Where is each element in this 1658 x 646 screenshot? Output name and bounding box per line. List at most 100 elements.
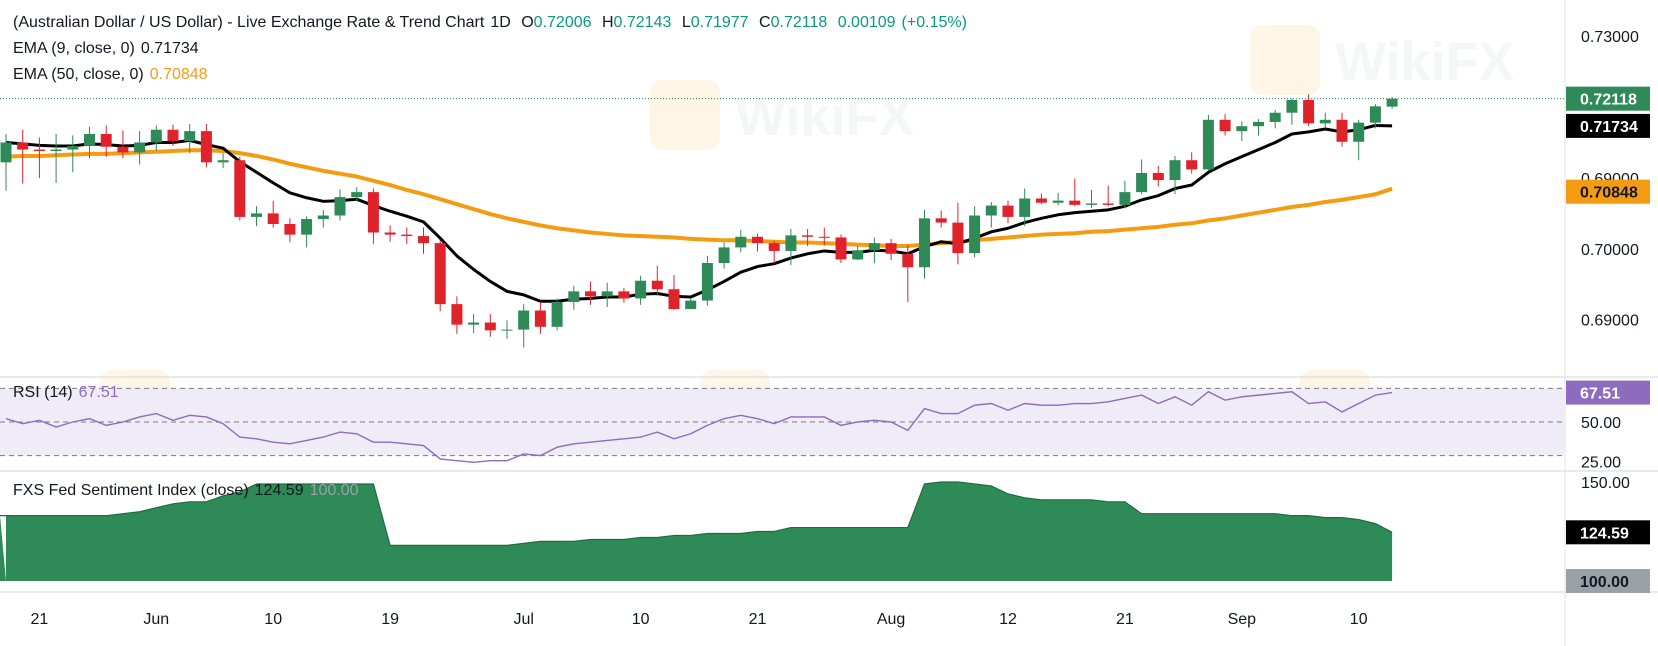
candle-body	[1052, 200, 1064, 203]
candle-body	[17, 142, 29, 150]
candle-body	[284, 224, 296, 235]
candle-body	[301, 219, 313, 235]
rsi-legend-value: 67.51	[78, 384, 119, 401]
candle-body	[251, 213, 262, 217]
fed-sentiment-line	[0, 481, 1393, 546]
candle-body	[818, 236, 830, 238]
candle-body	[84, 133, 95, 147]
rsi-legend: RSI (14) 67.51	[13, 384, 125, 402]
candle-body	[33, 149, 45, 151]
candle-body	[501, 329, 513, 331]
rsi-tick-label: 50.00	[1581, 415, 1621, 432]
low-label: L	[681, 14, 691, 31]
candle-body	[1319, 119, 1331, 124]
candle-body	[384, 232, 396, 235]
candle-body	[835, 237, 847, 260]
time-tick-label: Jul	[513, 611, 533, 628]
candle-body	[100, 133, 112, 147]
candle-body	[1102, 203, 1114, 205]
candle-body	[334, 197, 346, 216]
candle-body	[635, 280, 647, 299]
candle-body	[484, 322, 496, 331]
fed-value-badge-text: 124.59	[1580, 525, 1629, 542]
candle-body	[868, 243, 880, 251]
candle-body	[67, 146, 79, 150]
candle-body	[351, 192, 363, 198]
candle-body	[1169, 160, 1181, 181]
candle-body	[1186, 160, 1198, 170]
candle-body	[468, 322, 480, 325]
candle-body	[0, 142, 12, 163]
candle-body	[451, 304, 463, 325]
open-value: 0.72006	[533, 14, 592, 31]
candle-body	[718, 247, 730, 263]
candle-body	[200, 131, 212, 163]
candle-body	[735, 236, 747, 248]
close-label: C	[759, 14, 771, 31]
candle-body	[618, 291, 630, 299]
fed-legend: FXS Fed Sentiment Index (close) 124.59 100…	[13, 482, 365, 500]
candle-body	[902, 253, 914, 268]
candle-body	[1369, 106, 1381, 123]
candle-body	[601, 291, 613, 297]
candle-body	[1119, 192, 1131, 205]
ema50-line	[5, 148, 1393, 248]
candle-body	[1152, 172, 1164, 181]
price-tick-label: 0.69000	[1581, 313, 1639, 330]
high-label: H	[601, 14, 614, 31]
ema9-legend: EMA (9, close, 0) 0.71734	[13, 40, 199, 57]
candle-body	[802, 235, 814, 237]
time-tick-label: Aug	[877, 611, 905, 628]
ema9-line	[5, 123, 1393, 303]
candle-body	[885, 243, 897, 254]
candle-body	[1353, 122, 1365, 142]
main-legend: (Australian Dollar / US Dollar) - Live E…	[13, 14, 973, 32]
candle-body	[50, 149, 62, 151]
candle-body	[184, 131, 196, 142]
watermark-text: WikiFX	[735, 87, 915, 147]
candle-body	[651, 280, 663, 290]
ema9-price-badge-text: 0.71734	[1580, 119, 1638, 136]
price-tick-label: 0.70000	[1581, 242, 1639, 259]
candle-body	[418, 236, 429, 244]
chart-interval: 1D	[490, 14, 511, 31]
time-tick-label: 21	[31, 611, 49, 628]
candle-body	[167, 129, 179, 142]
price-pane	[0, 94, 1565, 348]
candle-body	[701, 262, 713, 301]
candle-body	[952, 222, 964, 254]
candle-body	[1086, 203, 1097, 205]
time-tick-label: 12	[999, 611, 1017, 628]
candle-body	[768, 243, 780, 251]
candle-body	[1035, 198, 1047, 203]
fed-baseline-badge-text: 100.00	[1580, 574, 1629, 591]
time-tick-label: 21	[1116, 611, 1134, 628]
rsi-legend-label: RSI (14)	[13, 384, 73, 401]
watermark-logo	[650, 80, 720, 150]
candle-body	[267, 213, 279, 225]
candle-body	[1286, 99, 1298, 113]
fed-legend-label: FXS Fed Sentiment Index (close)	[13, 482, 249, 499]
open-label: O	[521, 14, 534, 31]
ema50-price-badge	[1566, 179, 1650, 204]
close-value: 0.72118	[770, 14, 828, 31]
ema50-price-badge-text: 0.70848	[1580, 185, 1638, 202]
ema50-legend: EMA (50, close, 0) 0.70848	[13, 66, 208, 83]
candle-body	[852, 250, 864, 260]
fed-value-badge	[1566, 520, 1650, 545]
rsi-value-badge-text: 67.51	[1580, 386, 1620, 403]
candle-body	[1019, 198, 1031, 217]
candle-body	[1219, 119, 1231, 132]
fed-legend-value: 124.59	[254, 482, 304, 499]
candle-body	[752, 236, 763, 244]
candle-body	[234, 160, 246, 217]
watermark-text: WikiFX	[1335, 32, 1515, 92]
time-tick-label: 19	[381, 611, 399, 628]
candle-body	[568, 291, 580, 302]
time-tick-label: 21	[749, 611, 767, 628]
candle-body	[1303, 99, 1315, 124]
candle-body	[785, 235, 797, 251]
candle-body	[585, 291, 596, 297]
